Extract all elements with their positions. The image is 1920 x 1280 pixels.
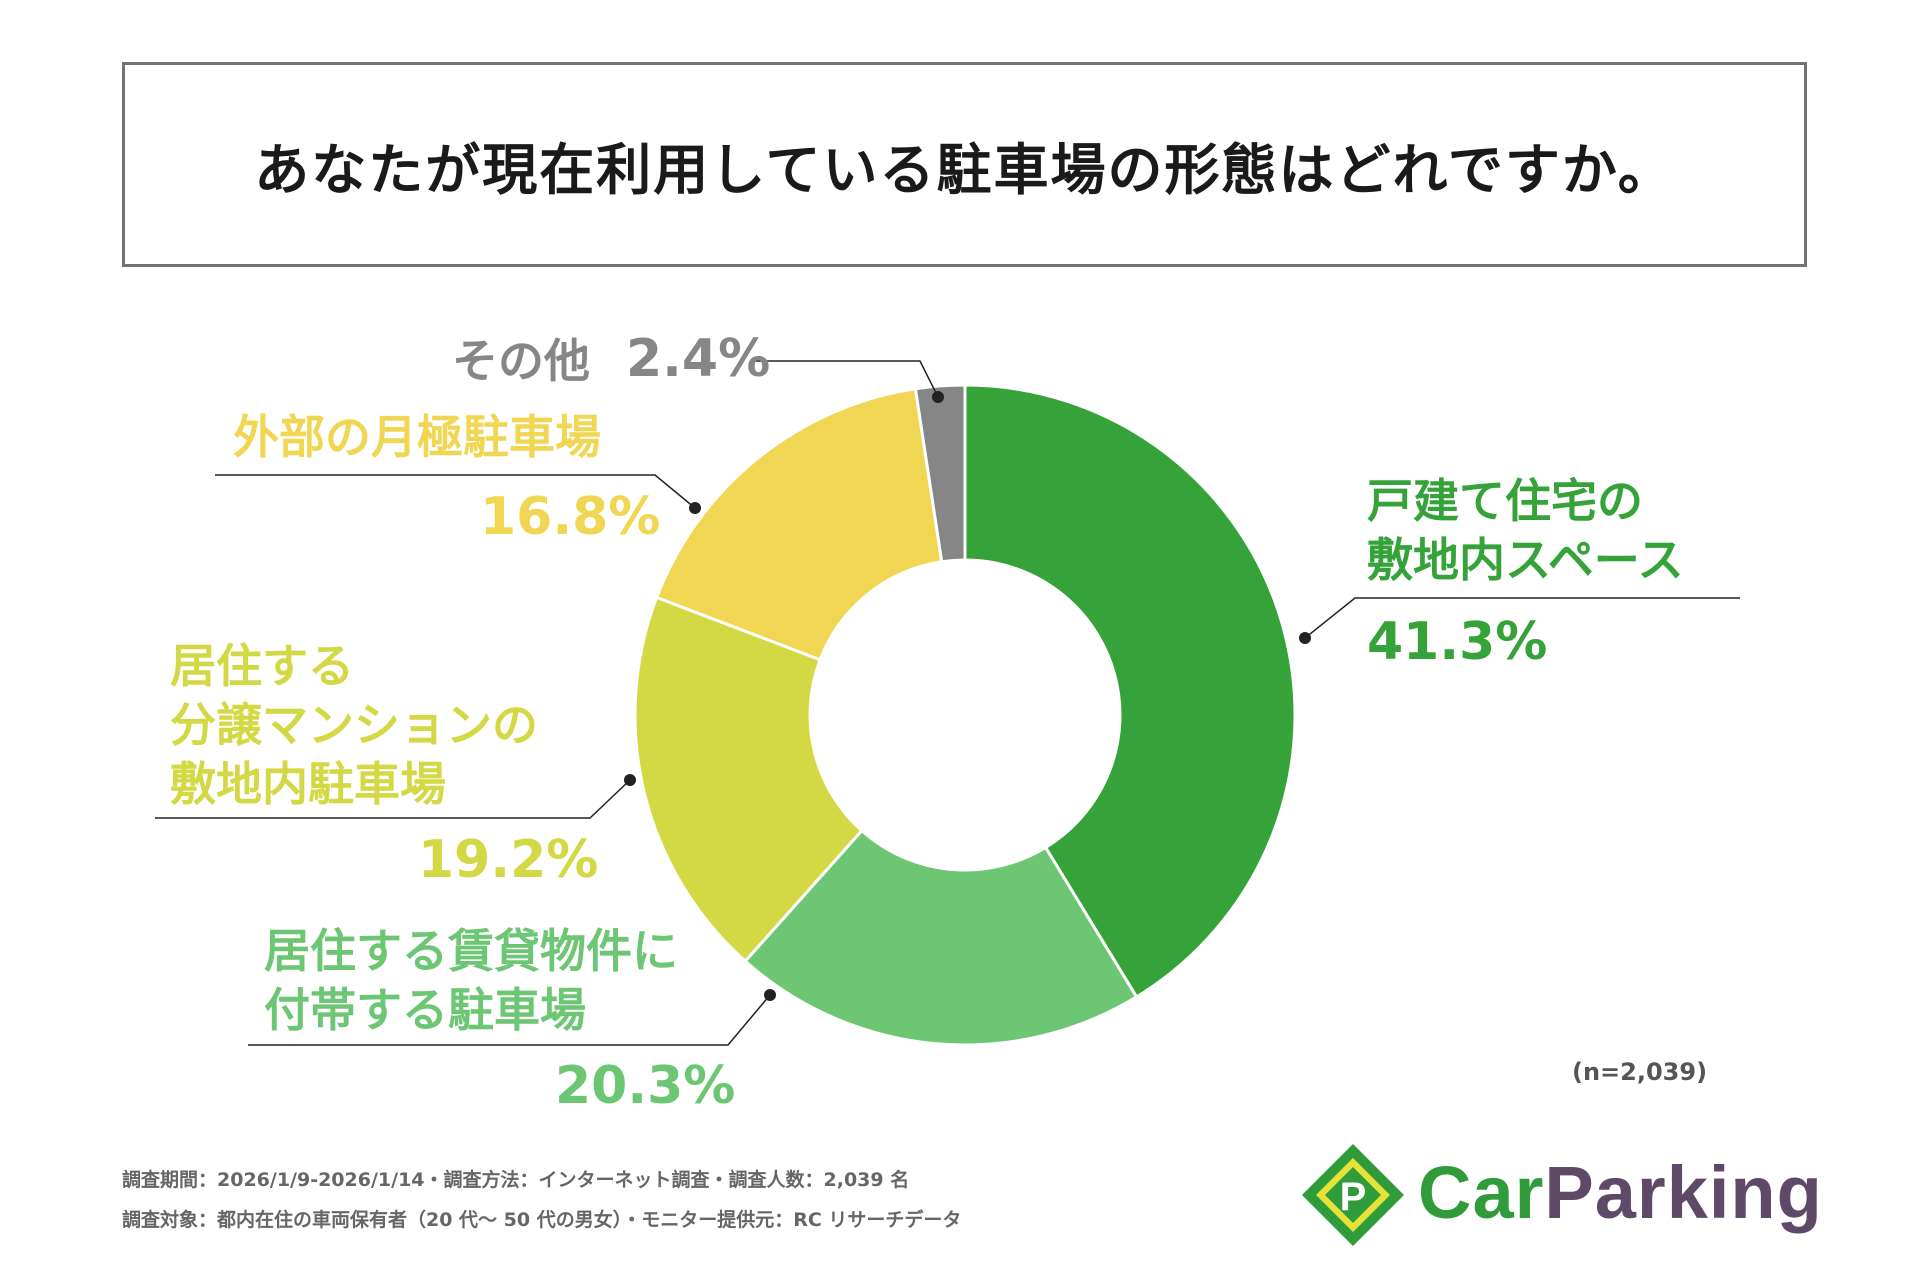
pct-condo-parking: 19.2% <box>418 830 599 890</box>
label-condo-parking: 居住する 分譲マンションの 敷地内駐車場 <box>170 639 538 811</box>
pct-detached-house: 41.3% <box>1367 612 1548 672</box>
logo-text-parking: Parking <box>1544 1151 1823 1234</box>
carparking-logo: P CarParking <box>1298 1140 1822 1250</box>
slice-condo-parking <box>633 595 864 964</box>
label-other: その他 <box>452 334 590 388</box>
logo-text: CarParking <box>1418 1150 1823 1235</box>
chart-title: あなたが現在利用している駐車場の形態はどれですか。 <box>254 137 1675 202</box>
leader-condo-parking <box>155 779 631 819</box>
slice-other <box>913 383 967 564</box>
sample-size: (n=2,039) <box>1572 1058 1708 1086</box>
label-detached-house: 戸建て住宅の 敷地内スペース <box>1367 474 1684 587</box>
pct-other: 2.4% <box>626 329 771 389</box>
slice-detached-house <box>963 383 1297 999</box>
footer-survey-target: 調査対象：都内在住の車両保有者（20 代〜 50 代の男女）・モニター提供元：R… <box>122 1209 962 1231</box>
parking-p-icon: P <box>1302 1144 1404 1246</box>
footer-survey-period: 調査期間：2026/1/9-2026/1/14・調査方法：インターネット調査・調… <box>122 1169 910 1191</box>
logo-mark: P <box>1340 1175 1367 1219</box>
leader-detached-house <box>1304 597 1740 639</box>
slice-monthly-parking <box>654 387 944 662</box>
leader-monthly-parking <box>215 474 696 509</box>
leader-rental-parking-dot <box>764 989 776 1001</box>
leader-other <box>755 360 939 398</box>
leader-monthly-parking-dot <box>689 502 701 514</box>
slice-rental-parking <box>743 828 1139 1047</box>
title-box: あなたが現在利用している駐車場の形態はどれですか。 <box>122 62 1807 267</box>
label-monthly-parking: 外部の月極駐車場 <box>233 410 601 464</box>
label-rental-parking: 居住する賃貸物件に 付帯する駐車場 <box>264 924 678 1037</box>
pct-rental-parking: 20.3% <box>555 1056 736 1116</box>
leader-detached-house-dot <box>1299 632 1311 644</box>
leader-other-dot <box>932 391 944 403</box>
leader-condo-parking-dot <box>624 774 636 786</box>
logo-text-car: Car <box>1418 1151 1545 1234</box>
leader-rental-parking <box>248 994 771 1046</box>
pct-monthly-parking: 16.8% <box>480 487 661 547</box>
